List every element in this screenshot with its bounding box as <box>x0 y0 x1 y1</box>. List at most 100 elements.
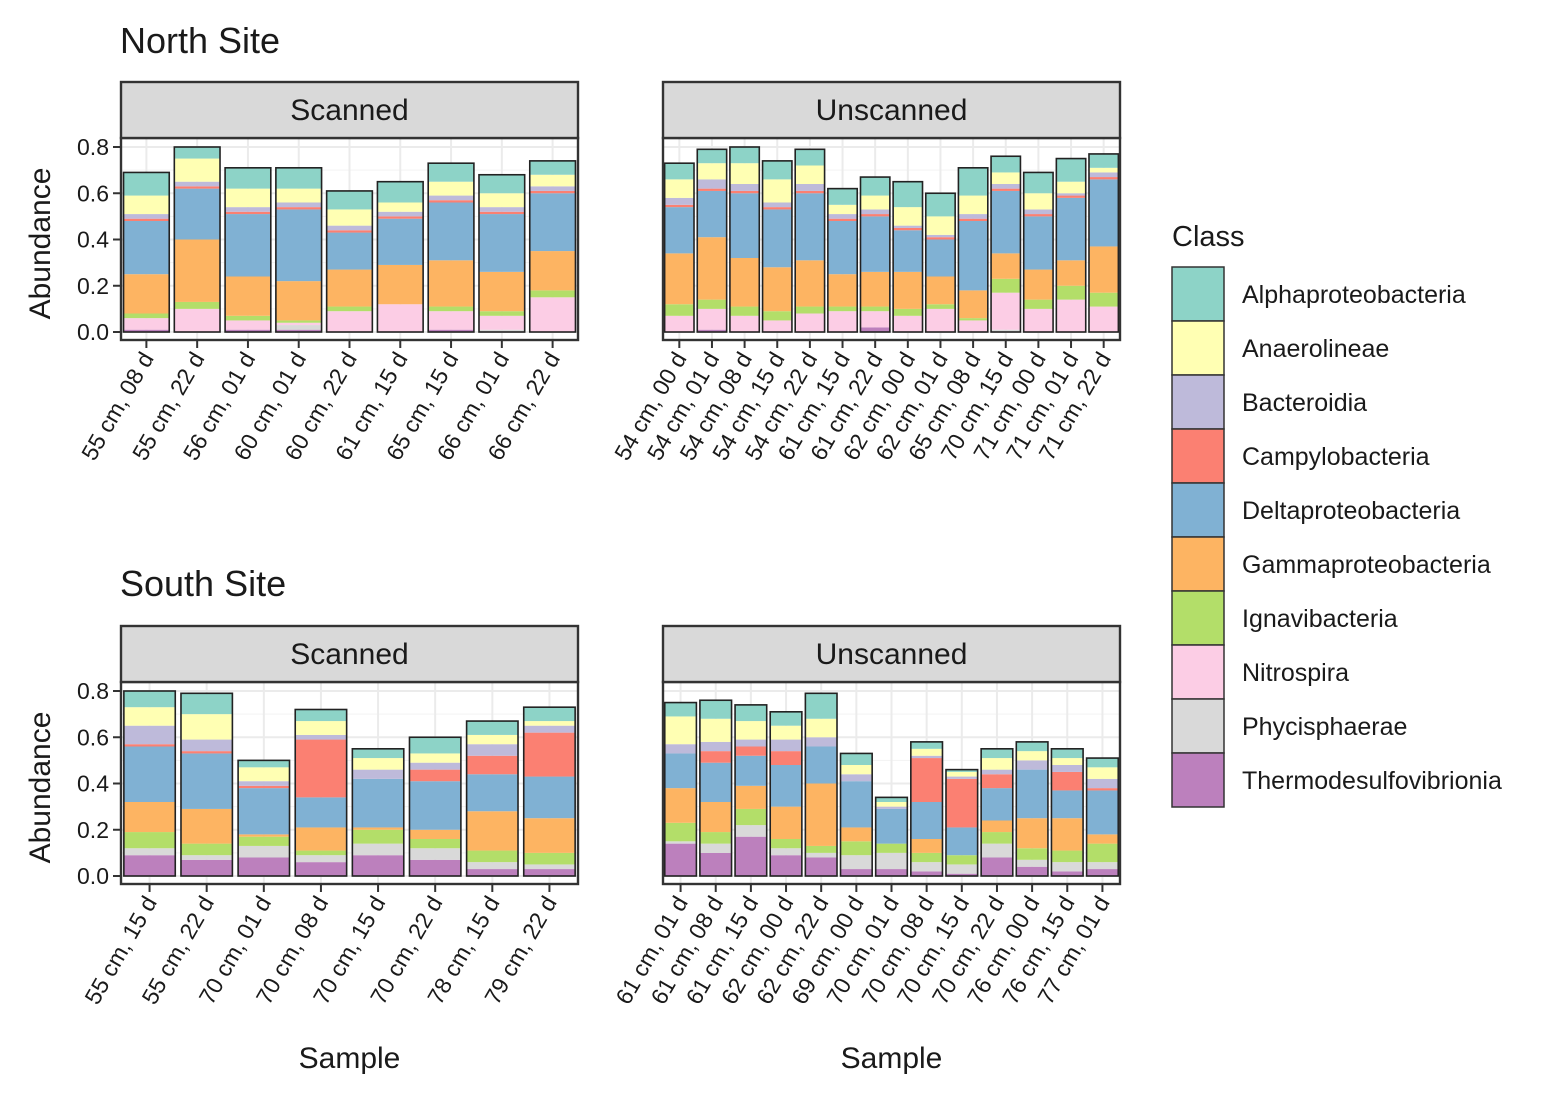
bar-segment-alphaproteobacteria <box>326 190 373 210</box>
bar-segment-anaerolineae <box>991 172 1021 184</box>
bar-segment-alphaproteobacteria <box>958 167 988 196</box>
bar-segment-gammaproteobacteria <box>991 253 1021 279</box>
bar-segment-ignavibacteria <box>529 290 576 298</box>
bar-segment-thermodesulfovibrionia <box>697 329 727 332</box>
bar-segment-bacteroidia <box>225 207 271 212</box>
bar-segment-anaerolineae <box>893 207 923 226</box>
legend-swatch-campylobacteria <box>1171 428 1225 484</box>
bar-segment-gammaproteobacteria <box>840 827 873 842</box>
bar-segment-gammaproteobacteria <box>377 264 424 305</box>
bar-segment-deltaproteobacteria <box>762 209 792 268</box>
bar-segment-bacteroidia <box>180 739 233 752</box>
bar-70-cm-01-d <box>237 759 291 877</box>
bar-segment-deltaproteobacteria <box>275 209 322 282</box>
south-site-title: South Site <box>120 563 286 604</box>
bar-segment-anaerolineae <box>795 165 825 184</box>
bar-segment-campylobacteria <box>910 758 943 802</box>
y-tick-label: 0.8 <box>77 134 109 160</box>
bar-segment-alphaproteobacteria <box>875 797 908 802</box>
legend-label-thermodesulfovibrionia: Thermodesulfovibrionia <box>1242 767 1502 795</box>
facet-label: Scanned <box>290 638 408 671</box>
bar-outline <box>696 148 728 333</box>
bar-segment-thermodesulfovibrionia <box>238 857 290 876</box>
bar-segment-nitrospira <box>225 320 271 330</box>
bar-segment-deltaproteobacteria <box>238 788 290 835</box>
bar-segment-thermodesulfovibrionia <box>295 862 347 876</box>
y-tick-label: 0.2 <box>77 273 109 299</box>
bar-segment-alphaproteobacteria <box>225 167 271 189</box>
bar-segment-thermodesulfovibrionia <box>770 855 802 876</box>
y-axis-title: Abundance <box>24 712 57 864</box>
bar-segment-thermodesulfovibrionia <box>409 859 461 876</box>
bar-segment-ignavibacteria <box>664 304 695 316</box>
bar-segment-ignavibacteria <box>1016 848 1048 860</box>
bar-outline <box>1050 748 1084 877</box>
bar-segment-ignavibacteria <box>1088 292 1119 307</box>
bar-segment-phycisphaerae <box>1051 862 1084 872</box>
bar-segment-gammaproteobacteria <box>466 811 519 851</box>
bar-segment-gammaproteobacteria <box>123 802 176 833</box>
bar-segment-campylobacteria <box>945 778 978 828</box>
bar-71-cm-00-d <box>1022 171 1054 333</box>
bar-segment-gammaproteobacteria <box>805 783 838 846</box>
bar-segment-campylobacteria <box>991 188 1021 191</box>
y-tick-label: 0.4 <box>77 227 109 253</box>
bar-71-cm-01-d <box>1055 157 1087 333</box>
bar-segment-anaerolineae <box>529 174 576 187</box>
bar-segment-gammaproteobacteria <box>275 281 322 321</box>
bar-segment-anaerolineae <box>180 714 233 740</box>
bar-outline <box>351 748 405 877</box>
bar-segment-nitrospira <box>1056 299 1086 332</box>
bar-56-cm-01-d <box>224 167 272 333</box>
bar-outline <box>761 160 793 333</box>
bar-segment-campylobacteria <box>1086 788 1119 791</box>
bar-segment-campylobacteria <box>326 230 373 233</box>
bar-segment-gammaproteobacteria <box>1088 246 1119 293</box>
bar-segment-ignavibacteria <box>991 278 1021 293</box>
facet-strip <box>661 624 1122 684</box>
bar-segment-bacteroidia <box>238 781 290 786</box>
bar-segment-deltaproteobacteria <box>795 193 825 261</box>
bar-61-cm-15-d <box>827 187 859 333</box>
bar-70-cm-15-d <box>351 748 405 877</box>
bar-segment-campylobacteria <box>174 186 221 189</box>
bar-segment-gammaproteobacteria <box>827 274 858 307</box>
bar-outline <box>827 187 859 333</box>
bar-segment-bacteroidia <box>523 725 576 733</box>
bar-70-cm-08-d <box>910 741 944 877</box>
bar-segment-anaerolineae <box>925 216 956 235</box>
bar-segment-bacteroidia <box>770 739 802 752</box>
bar-segment-gammaproteobacteria <box>478 271 525 312</box>
bar-segment-campylobacteria <box>860 214 890 217</box>
bar-outline <box>1022 171 1054 333</box>
bar-segment-deltaproteobacteria <box>123 221 170 275</box>
bar-segment-deltaproteobacteria <box>295 797 347 828</box>
legend-label-deltaproteobacteria: Deltaproteobacteria <box>1242 497 1460 525</box>
bar-76-cm-15-d <box>1050 748 1084 877</box>
bar-segment-deltaproteobacteria <box>827 221 858 275</box>
legend-swatch-thermodesulfovibrionia <box>1171 752 1225 808</box>
bar-segment-bacteroidia <box>981 769 1013 775</box>
bar-segment-deltaproteobacteria <box>699 762 732 802</box>
bar-segment-gammaproteobacteria <box>123 274 170 314</box>
bar-segment-campylobacteria <box>523 732 576 777</box>
facet-label: Unscanned <box>816 94 968 127</box>
bar-segment-anaerolineae <box>729 163 760 184</box>
bar-54-cm-01-d <box>696 148 728 333</box>
bar-outline <box>528 160 577 333</box>
bar-segment-campylobacteria <box>428 200 474 203</box>
bar-segment-deltaproteobacteria <box>523 776 576 819</box>
bar-segment-alphaproteobacteria <box>275 167 322 189</box>
legend-label-gammaproteobacteria: Gammaproteobacteria <box>1242 551 1491 579</box>
bar-segment-nitrospira <box>1023 308 1054 332</box>
bar-outline <box>663 701 698 877</box>
legend: Class Alphaproteobacteria Anaerolineae Bac… <box>1171 221 1502 808</box>
bar-segment-ignavibacteria <box>805 845 838 853</box>
bar-segment-deltaproteobacteria <box>875 808 908 844</box>
bar-segment-thermodesulfovibrionia <box>180 859 233 876</box>
bar-segment-phycisphaerae <box>1016 859 1048 867</box>
bar-segment-bacteroidia <box>795 184 825 191</box>
bar-segment-thermodesulfovibrionia <box>875 869 908 876</box>
bar-66-cm-01-d <box>478 173 526 333</box>
bar-segment-bacteroidia <box>174 181 221 187</box>
